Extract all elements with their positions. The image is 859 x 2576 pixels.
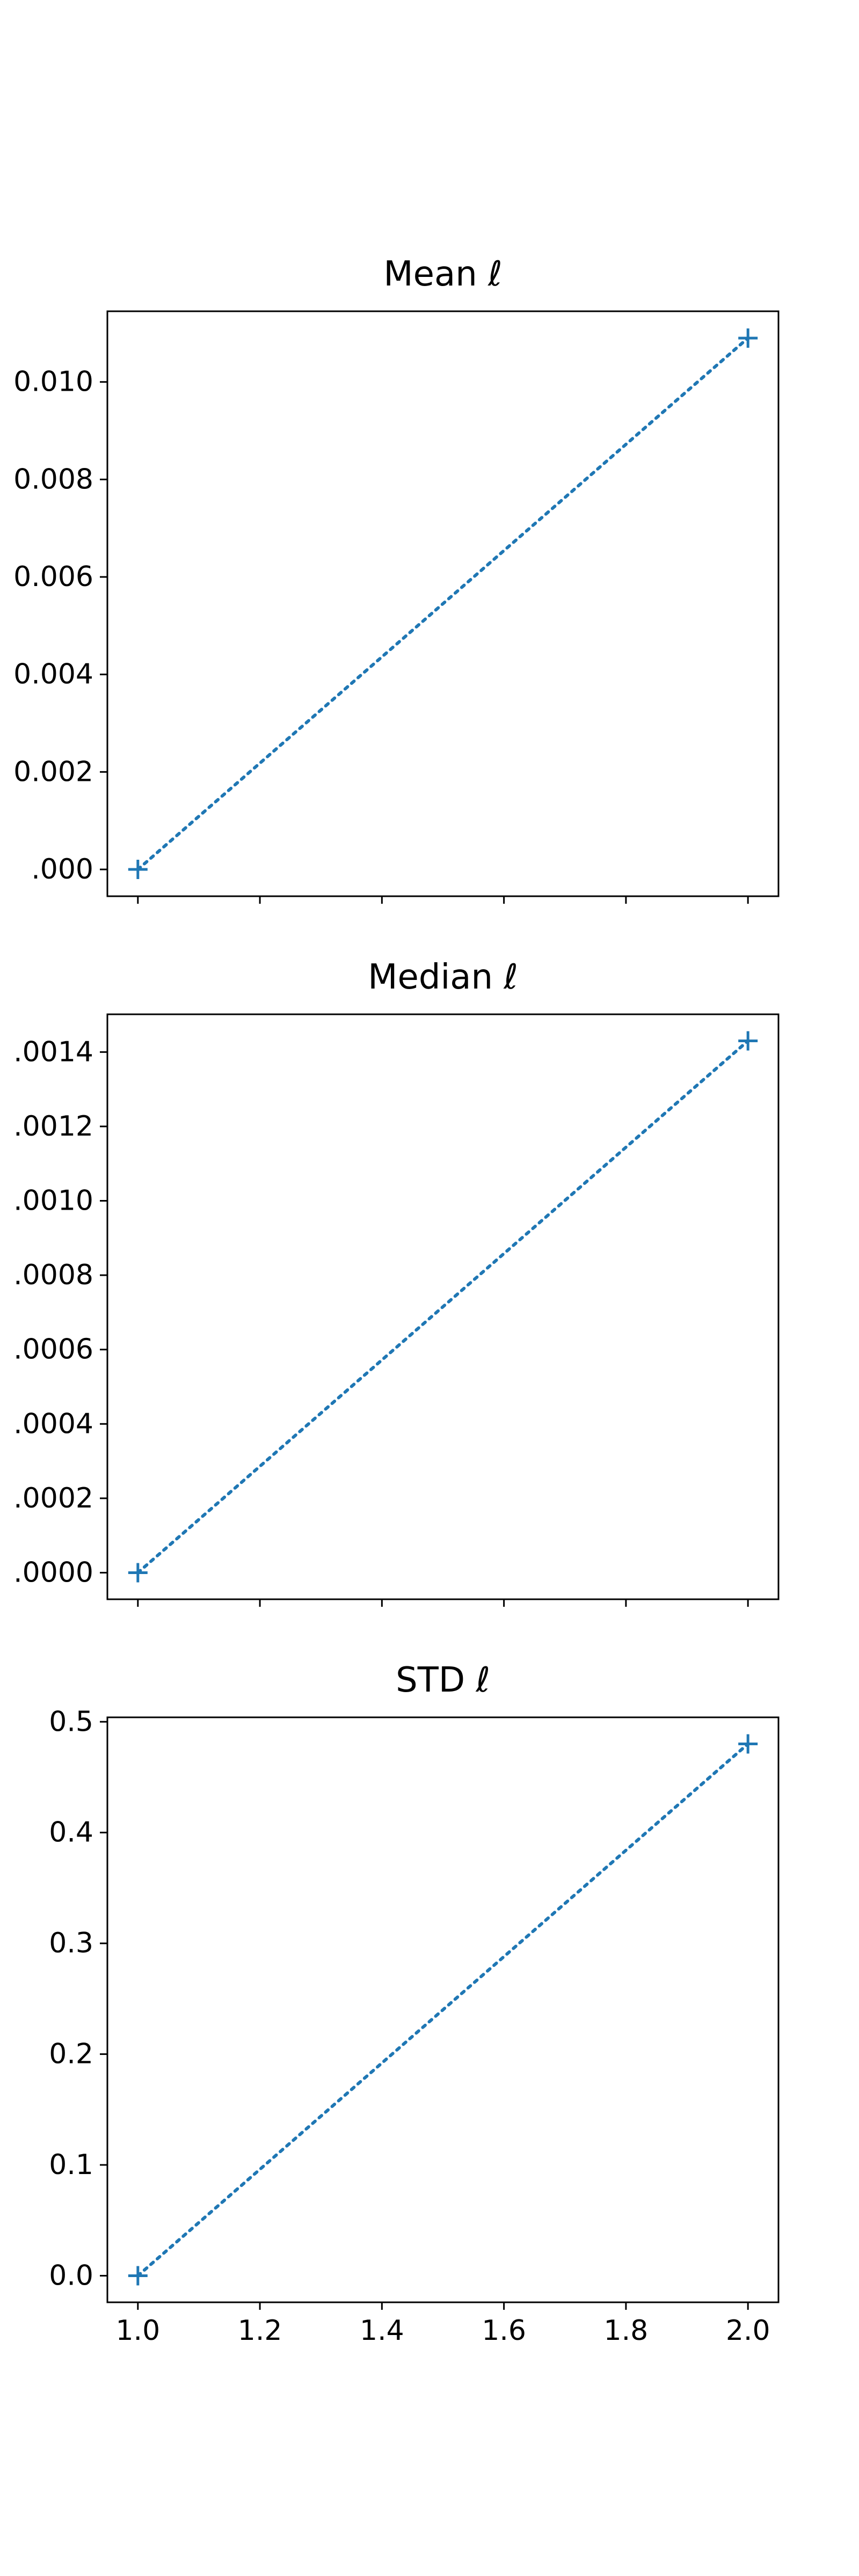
std-xtick-label-1: 1.2	[238, 2315, 282, 2347]
mean-ytick-label-2: 0.004	[13, 658, 93, 691]
mean-panel-title: Mean ℓ	[383, 254, 502, 294]
mean-ytick-label-4: 0.008	[13, 463, 93, 495]
median-ytick-label-3: .0006	[13, 1334, 93, 1366]
std-axes-frame	[106, 1716, 780, 2303]
mean-ytick-label-5: 0.010	[13, 366, 93, 398]
std-series-line	[136, 1742, 750, 2278]
mean-series-line	[136, 336, 750, 872]
std-ytick-label-2: 0.2	[49, 2038, 93, 2070]
std-ytick-label-5: 0.5	[49, 1706, 93, 1738]
median-series-line	[136, 1039, 750, 1575]
mean-panel-axes: .000 0.002 0.004 0.006 0.008 0.010	[13, 310, 780, 904]
median-ytick-label-5: .0010	[13, 1185, 93, 1217]
std-data-point-1	[738, 1734, 758, 1754]
std-panel-title: STD ℓ	[396, 1660, 490, 1700]
std-ytick-label-4: 0.4	[49, 1817, 93, 1849]
median-ytick-label-2: .0004	[13, 1408, 93, 1440]
median-panel-title: Median ℓ	[368, 957, 518, 997]
median-ytick-label-0: .0000	[13, 1556, 93, 1589]
median-data-point-1	[738, 1031, 758, 1051]
median-panel-axes: .0000 .0002 .0004 .0006 .0008 .0010 .0012 .0014	[13, 1013, 780, 1607]
median-data-point-0	[128, 1563, 148, 1583]
median-axes-frame	[106, 1013, 780, 1600]
mean-ytick-label-0: .000	[31, 853, 93, 885]
median-ytick-label-7: .0014	[13, 1036, 93, 1068]
mean-panel: Mean ℓ .000 0.002 0.004 0.006 0.008 0.010	[13, 254, 780, 904]
mean-data-point-1	[738, 328, 758, 348]
std-xtick-label-5: 2.0	[726, 2315, 770, 2347]
median-ytick-label-1: .0002	[13, 1482, 93, 1514]
std-xtick-label-2: 1.4	[360, 2315, 404, 2347]
mean-axes-frame	[106, 310, 780, 897]
std-panel: STD ℓ 0.0 0.1 0.2 0.3 0.4 0.5 1.0 1.2 1.4 1.6 1.8 2…	[49, 1660, 780, 2347]
mean-data-point-0	[128, 860, 148, 880]
median-ytick-label-6: .0012	[13, 1110, 93, 1143]
median-panel: Median ℓ .0000 .0002 .0004 .0006 .0008 .0010.…	[13, 957, 780, 1607]
mean-ytick-label-1: 0.002	[13, 756, 93, 788]
median-ytick-label-4: .0008	[13, 1259, 93, 1291]
std-ytick-label-3: 0.3	[49, 1927, 93, 1959]
std-xtick-label-4: 1.8	[604, 2315, 649, 2347]
std-xtick-label-0: 1.0	[115, 2315, 160, 2347]
std-panel-axes: 0.0 0.1 0.2 0.3 0.4 0.5 1.0 1.2 1.4 1.6 1.8 2.0	[49, 1706, 780, 2347]
std-ytick-label-0: 0.0	[49, 2259, 93, 2292]
std-xtick-label-3: 1.6	[482, 2315, 526, 2347]
std-ytick-label-1: 0.1	[49, 2149, 93, 2181]
mean-ytick-label-3: 0.006	[13, 561, 93, 593]
std-data-point-0	[128, 2266, 148, 2286]
